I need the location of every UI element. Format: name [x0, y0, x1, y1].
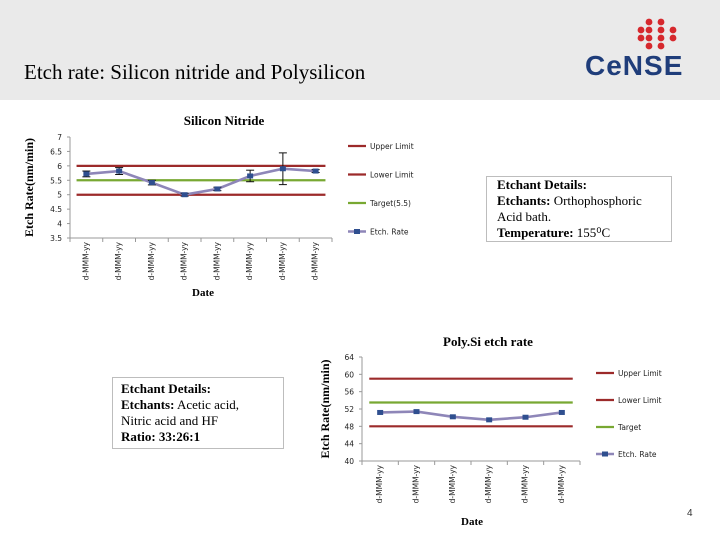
x-tick-label: d-MMM-yy	[521, 464, 530, 503]
logo-dot	[645, 42, 653, 50]
logo-dot	[645, 18, 653, 26]
polysi-note-line4: Ratio: 33:26:1	[121, 429, 201, 444]
logo-dot	[657, 26, 665, 34]
y-tick-label: 64	[344, 353, 354, 362]
x-tick-label: d-MMM-yy	[212, 241, 221, 280]
nitride-etchant-note: Etchant Details: Etchants: Orthophosphor…	[486, 176, 672, 242]
data-point	[449, 414, 456, 420]
logo-dot	[669, 26, 677, 34]
page-number: 4	[687, 508, 693, 519]
data-point	[148, 180, 155, 186]
data-point	[83, 171, 90, 177]
legend-label: Upper Limit	[618, 369, 662, 378]
x-tick-label: d-MMM-yy	[375, 464, 384, 503]
logo-dots	[637, 18, 677, 50]
x-tick-label: d-MMM-yy	[448, 464, 457, 503]
slide-header	[0, 0, 720, 100]
logo-text: CeNSE	[585, 50, 684, 81]
y-tick-label: 4	[57, 220, 62, 229]
logo-dot	[637, 26, 645, 34]
y-tick-label: 44	[344, 440, 354, 449]
legend-label: Target	[617, 423, 641, 432]
slide-title: Etch rate: Silicon nitride and Polysilic…	[24, 60, 366, 84]
chart-title: Silicon Nitride	[184, 113, 265, 128]
y-tick-label: 6	[57, 162, 62, 171]
data-point	[486, 417, 493, 423]
data-point	[522, 414, 529, 420]
series-line-3	[86, 167, 316, 197]
legend-marker	[602, 451, 608, 457]
data-point	[558, 409, 565, 415]
series-line-3	[380, 410, 563, 422]
x-tick-label: d-MMM-yy	[245, 241, 254, 280]
y-tick-label: 60	[344, 370, 354, 379]
polysi-note-line3: Nitric acid and HF	[121, 413, 219, 428]
y-tick-label: 48	[344, 422, 354, 431]
data-point	[247, 173, 254, 179]
logo-dot	[645, 26, 653, 34]
data-point	[214, 186, 221, 192]
logo-dot	[637, 34, 645, 42]
legend-label: Lower Limit	[370, 171, 414, 180]
polysi-note-line2: Etchants: Acetic acid,	[121, 397, 240, 412]
nitride-note-line2: Etchants: Orthophosphoric	[497, 193, 642, 208]
x-tick-label: d-MMM-yy	[180, 241, 189, 280]
y-tick-label: 52	[344, 405, 354, 414]
y-tick-label: 3.5	[50, 234, 62, 243]
legend-label: Lower Limit	[618, 396, 662, 405]
data-point	[279, 166, 286, 172]
y-tick-label: 5	[57, 191, 62, 200]
logo-dot	[657, 18, 665, 26]
x-tick-label: d-MMM-yy	[484, 464, 493, 503]
nitride-note-line3: Acid bath.	[497, 209, 552, 224]
legend-label: Upper Limit	[370, 142, 414, 151]
x-axis-label: Date	[461, 516, 483, 528]
nitride-note-line4: Temperature: 155⁰C	[497, 225, 611, 240]
legend-label: Target(5.5)	[369, 199, 411, 208]
polysi-etchant-note: Etchant Details: Etchants: Acetic acid, …	[112, 377, 284, 449]
x-tick-label: d-MMM-yy	[412, 464, 421, 503]
y-axis-label: Etch Rate(nm/min)	[318, 360, 332, 459]
cense-logo: CeNSE	[585, 14, 690, 84]
legend-marker	[354, 229, 360, 234]
y-tick-label: 7	[57, 133, 62, 142]
y-axis-label: Etch Rate(nm/min)	[22, 138, 36, 237]
logo-dot	[657, 42, 665, 50]
x-tick-label: d-MMM-yy	[81, 241, 90, 280]
polysi-note-line1: Etchant Details:	[121, 381, 211, 396]
legend-label: Etch. Rate	[618, 450, 657, 459]
x-axis-label: Date	[192, 287, 214, 299]
x-tick-label: d-MMM-yy	[114, 241, 123, 280]
legend-label: Etch. Rate	[370, 228, 409, 237]
data-point	[413, 409, 420, 415]
logo-dot	[657, 34, 665, 42]
y-tick-label: 5.5	[50, 176, 62, 185]
y-tick-label: 56	[344, 388, 354, 397]
y-tick-label: 40	[344, 457, 354, 466]
nitride-note-line1: Etchant Details:	[497, 177, 587, 192]
logo-dot	[669, 34, 677, 42]
x-tick-label: d-MMM-yy	[278, 241, 287, 280]
logo-dot	[645, 34, 653, 42]
data-point	[312, 168, 319, 174]
y-tick-label: 4.5	[50, 205, 62, 214]
data-point	[181, 192, 188, 198]
chart-title: Poly.Si etch rate	[443, 334, 533, 349]
x-tick-label: d-MMM-yy	[557, 464, 566, 503]
y-tick-label: 6.5	[50, 147, 62, 156]
data-point	[116, 168, 123, 174]
x-tick-label: d-MMM-yy	[311, 241, 320, 280]
x-tick-label: d-MMM-yy	[147, 241, 156, 280]
data-point	[377, 409, 384, 415]
